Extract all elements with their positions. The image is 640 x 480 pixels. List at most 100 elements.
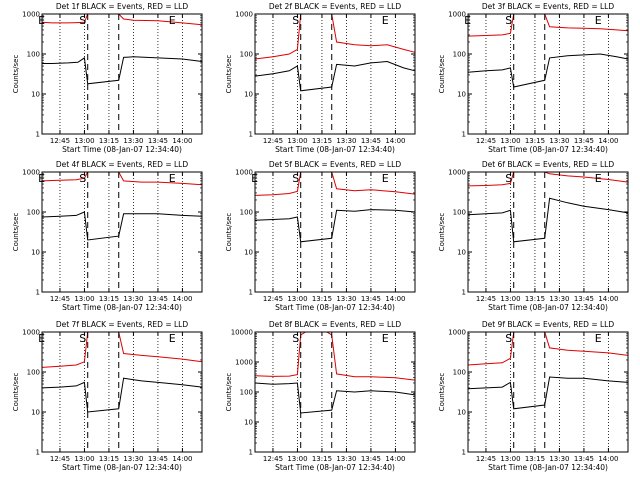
y-tick-label: 100 [27,51,40,59]
y-tick-label: 1000 [235,359,253,367]
panel-title: Det 9f BLACK = Events, RED = LLD [482,320,615,329]
y-tick-label: 1 [462,289,466,297]
y-tick-label: 1 [249,289,253,297]
panel-title: Det 5f BLACK = Events, RED = LLD [269,160,402,169]
plot-frame [254,171,416,293]
y-tick-label: 1 [462,131,466,139]
x-tick-label: 14:00 [598,137,618,145]
y-tick-label: 1000 [235,11,253,19]
series-line-lld [254,331,416,381]
panel-9: Det 9f BLACK = Events, RED = LLD 1 10 100 10… [438,320,629,472]
marker-end: E [251,172,258,185]
x-tick-label: 14:00 [385,137,405,145]
marker-end: E [595,14,602,27]
x-tick-label: 13:00 [287,455,307,463]
y-tick-label: 1 [36,289,40,297]
x-tick-label: 13:00 [74,137,94,145]
marker-end: E [382,172,389,185]
marker-end: E [464,14,471,27]
x-tick-label: 13:15 [525,137,545,145]
plot-frame [467,331,629,453]
x-tick-label: 13:30 [336,295,356,303]
marker-start: S [79,172,86,185]
series-line-events [467,376,629,410]
y-tick-label: 10 [31,91,40,99]
marker-start: S [79,332,86,345]
panel-title: Det 3f BLACK = Events, RED = LLD [482,2,615,11]
panel-2: Det 2f BLACK = Events, RED = LLD 1 10 100 10… [225,2,416,154]
x-tick-label: 13:30 [123,137,143,145]
x-tick-label: 13:45 [361,455,381,463]
x-tick-label: 13:15 [312,295,332,303]
y-tick-label: 1 [36,449,40,457]
x-tick-label: 13:00 [500,455,520,463]
x-tick-label: 13:00 [287,295,307,303]
y-tick-label: 1 [36,131,40,139]
x-tick-label: 12:45 [50,137,70,145]
y-tick-label: 100 [27,369,40,377]
y-tick-label: 100 [453,51,466,59]
x-tick-label: 13:15 [99,137,119,145]
y-tick-label: 1000 [22,169,40,177]
x-axis-label: Start Time (08-Jan-07 12:34:40) [275,303,395,312]
marker-start: S [79,14,86,27]
y-axis-label: Counts/sec [12,213,20,252]
y-axis-label: Counts/sec [12,55,20,94]
panel-3: Det 3f BLACK = Events, RED = LLD 1 10 100 10… [438,2,629,154]
series-line-lld [467,331,629,366]
y-tick-label: 10 [31,249,40,257]
x-tick-label: 13:15 [525,295,545,303]
marker-end: E [169,14,176,27]
panel-6: Det 6f BLACK = Events, RED = LLD 1 10 100 10… [438,160,629,312]
y-axis-label: Counts/sec [225,55,233,94]
y-tick-label: 1000 [448,11,466,19]
x-axis-label: Start Time (08-Jan-07 12:34:40) [62,145,182,154]
x-tick-label: 13:15 [312,137,332,145]
panel-4: Det 4f BLACK = Events, RED = LLD 1 10 100 10… [12,160,203,312]
x-tick-label: 13:30 [336,137,356,145]
x-tick-label: 13:15 [525,455,545,463]
x-tick-label: 14:00 [598,295,618,303]
x-tick-label: 13:30 [549,295,569,303]
x-tick-label: 14:00 [385,455,405,463]
x-tick-label: 13:45 [574,295,594,303]
x-tick-label: 13:00 [74,455,94,463]
x-tick-label: 13:30 [549,137,569,145]
x-tick-label: 14:00 [172,295,192,303]
y-tick-label: 100 [240,209,253,217]
series-line-events [41,211,203,241]
x-tick-label: 13:00 [287,137,307,145]
y-tick-label: 1 [249,131,253,139]
y-tick-label: 100 [453,369,466,377]
y-axis-label: Counts/sec [438,55,446,94]
marker-end: E [382,332,389,345]
marker-end: E [169,172,176,185]
series-line-events [467,197,629,243]
x-tick-label: 13:45 [148,455,168,463]
marker-end: E [38,332,45,345]
y-tick-label: 100 [453,209,466,217]
panel-title: Det 6f BLACK = Events, RED = LLD [482,160,615,169]
series-line-lld [41,13,203,26]
marker-start: S [505,14,512,27]
y-tick-label: 1000 [235,169,253,177]
plot-frame [467,13,629,135]
x-tick-label: 12:45 [263,455,283,463]
series-line-events [254,382,416,414]
x-tick-label: 14:00 [598,455,618,463]
x-axis-label: Start Time (08-Jan-07 12:34:40) [62,303,182,312]
marker-end: E [169,332,176,345]
panel-7: Det 7f BLACK = Events, RED = LLD 1 10 100 10… [12,320,203,472]
series-line-events [42,56,203,85]
panel-1: Det 1f BLACK = Events, RED = LLD 1 10 100 10… [12,2,203,154]
y-tick-label: 10 [31,409,40,417]
y-axis-label: Counts/sec [225,373,233,412]
x-tick-label: 13:15 [99,295,119,303]
x-tick-label: 13:30 [336,455,356,463]
series-line-events [254,60,416,92]
y-tick-label: 10 [457,249,466,257]
y-axis-label: Counts/sec [225,213,233,252]
series-line-lld [254,13,416,60]
y-tick-label: 1 [249,449,253,457]
